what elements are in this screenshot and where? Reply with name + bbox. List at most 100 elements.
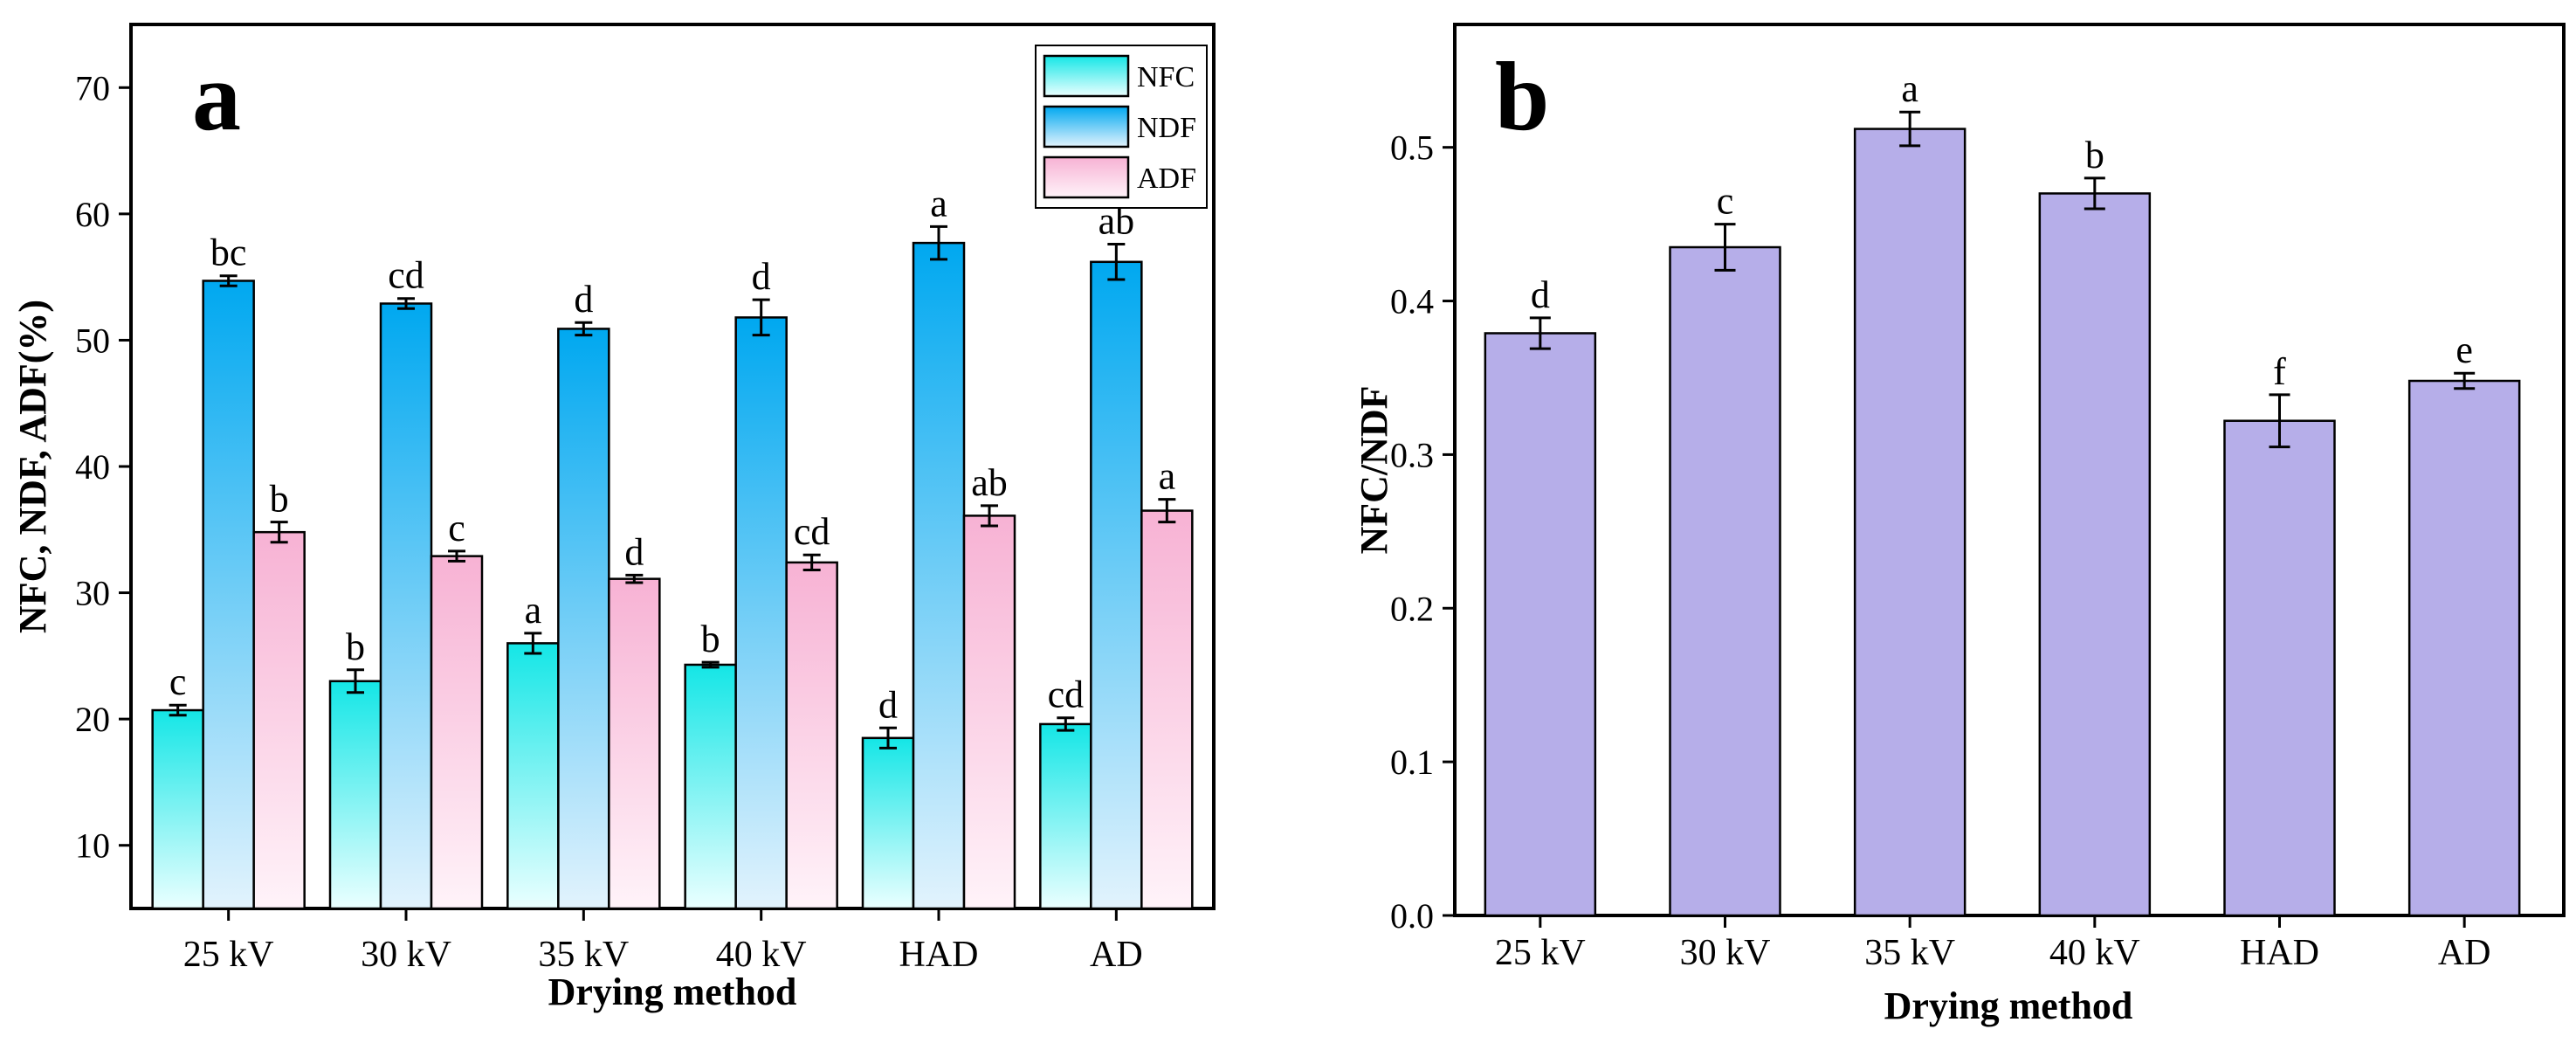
b-bar-5: [2407, 379, 2521, 917]
error-bar-nfc-5: [1057, 716, 1075, 732]
panel-a-x-axis: 25 kV 30 kV 35 kV 40 kV HAD AD: [183, 908, 1143, 975]
y-tick-label-2: 30: [75, 574, 110, 613]
x-tick-label-1: 30 kV: [361, 935, 451, 975]
bar-ndf-1: [379, 302, 433, 910]
b-sig-letter-3: b: [2085, 134, 2104, 176]
b-y-tick-label-1: 0.1: [1390, 743, 1434, 782]
bar-nfc-5: [1039, 722, 1092, 910]
b-y-tick-label-2: 0.2: [1390, 589, 1434, 628]
legend: NFC NDF ADF: [1035, 45, 1208, 209]
b-bar-4: [2223, 419, 2336, 917]
bar-nfc-2: [506, 642, 560, 910]
bar-adf-2: [608, 577, 661, 910]
bar-adf-3: [785, 561, 838, 910]
error-bar-ndf-3: [752, 298, 770, 337]
panel-b-x-axis: 25 kV 30 kV 35 kV 40 kV HAD AD: [1495, 915, 2491, 973]
b-x-tick-label-2: 35 kV: [1864, 933, 1955, 973]
legend-swatch-nfc: [1043, 54, 1130, 98]
y-tick-label-1: 20: [75, 700, 110, 739]
error-bar-ndf-0: [219, 274, 238, 287]
b-x-tick-label-1: 30 kV: [1680, 933, 1771, 973]
sig-letter-nfc-2: a: [525, 589, 542, 632]
error-bar-adf-0: [270, 521, 288, 544]
x-tick-label-2: 35 kV: [538, 935, 629, 975]
b-y-tick-label-4: 0.4: [1390, 282, 1434, 321]
sig-letter-adf-0: b: [270, 478, 289, 521]
sig-letter-adf-2: d: [624, 530, 644, 573]
error-bar-nfc-1: [347, 668, 364, 694]
error-bar-adf-4: [981, 504, 998, 528]
sig-letter-ndf-1: cd: [388, 254, 424, 297]
panel-a-y-title: NFC, NDF, ADF(%): [11, 300, 54, 633]
x-tick-label-3: 40 kV: [716, 935, 807, 975]
error-bar-adf-5: [1158, 498, 1176, 524]
sig-letter-adf-4: ab: [971, 461, 1008, 504]
b-error-bar-2: [1899, 110, 1921, 148]
error-bar-nfc-3: [701, 660, 720, 669]
bar-adf-1: [430, 555, 484, 910]
panel-b-bars: d c a b f e: [1484, 67, 2521, 917]
b-error-bar-1: [1714, 223, 1736, 272]
x-tick-label-5: AD: [1090, 935, 1143, 975]
b-error-bar-0: [1529, 316, 1551, 350]
b-error-bar-5: [2454, 371, 2476, 390]
panel-b: b 0.0 0.1 0.2 0.3 0.4 0.5 25 kV 30 kV 35 kV 40 k…: [1353, 23, 2566, 1027]
b-y-tick-label-3: 0.3: [1390, 435, 1434, 474]
y-tick-label-5: 60: [75, 195, 110, 234]
sig-letter-adf-3: cd: [794, 510, 830, 553]
panel-b-frame: [1453, 23, 2566, 917]
x-tick-label-4: HAD: [899, 935, 979, 975]
panel-a-y-axis: 10 20 30 40 50 60 70: [75, 68, 131, 866]
error-bar-ndf-2: [575, 321, 593, 337]
error-bar-ndf-1: [397, 297, 415, 310]
sig-letter-nfc-0: c: [169, 660, 187, 703]
sig-letter-nfc-3: b: [701, 618, 720, 660]
b-sig-letter-1: c: [1717, 180, 1734, 223]
panel-b-y-title: NFC/NDF: [1353, 385, 1395, 554]
b-sig-letter-5: e: [2455, 328, 2473, 371]
legend-label-ndf: NDF: [1137, 112, 1196, 144]
b-y-tick-label-5: 0.5: [1390, 128, 1434, 168]
b-error-bar-3: [2084, 176, 2105, 211]
b-sig-letter-4: f: [2273, 350, 2286, 393]
panel-a: a 10 20 30 40 50 60 70 25 kV 30 kV 35 kV 40 kV HAD…: [11, 23, 1216, 1013]
y-tick-label-4: 50: [75, 321, 110, 360]
error-bar-nfc-0: [169, 703, 187, 717]
b-bar-1: [1669, 245, 1781, 917]
b-bar-2: [1853, 128, 1966, 917]
sig-letter-ndf-3: d: [752, 255, 771, 298]
sig-letter-ndf-0: bc: [210, 231, 247, 274]
panel-b-letter: b: [1495, 43, 1549, 151]
bar-ndf-2: [557, 328, 610, 910]
y-tick-label-6: 70: [75, 68, 110, 107]
error-bar-nfc-2: [524, 632, 542, 655]
bar-nfc-3: [684, 663, 737, 910]
b-sig-letter-2: a: [1901, 67, 1918, 110]
legend-swatch-ndf: [1043, 105, 1130, 149]
x-tick-label-0: 25 kV: [183, 935, 274, 975]
bar-ndf-4: [912, 241, 966, 910]
bar-nfc-0: [151, 708, 204, 910]
b-sig-letter-0: d: [1531, 273, 1550, 316]
sig-letter-nfc-5: cd: [1048, 673, 1085, 716]
bar-adf-4: [962, 515, 1016, 910]
sig-letter-adf-5: a: [1159, 455, 1176, 498]
sig-letter-nfc-1: b: [346, 625, 365, 668]
error-bar-nfc-4: [879, 726, 897, 749]
b-x-tick-label-0: 25 kV: [1495, 933, 1586, 973]
error-bar-adf-1: [448, 549, 465, 563]
error-bar-adf-3: [802, 553, 821, 572]
y-tick-label-0: 10: [75, 826, 110, 866]
bar-nfc-4: [861, 736, 915, 910]
bar-ndf-3: [734, 316, 788, 910]
bar-adf-5: [1140, 509, 1194, 910]
bar-ndf-0: [202, 280, 255, 910]
y-tick-label-3: 40: [75, 447, 110, 487]
panel-a-letter: a: [192, 43, 241, 151]
bar-adf-0: [252, 530, 306, 910]
panel-b-x-title: Drying method: [1884, 984, 2133, 1027]
b-error-bar-4: [2269, 393, 2290, 449]
error-bar-ndf-5: [1107, 243, 1126, 281]
legend-swatch-adf: [1043, 155, 1130, 199]
